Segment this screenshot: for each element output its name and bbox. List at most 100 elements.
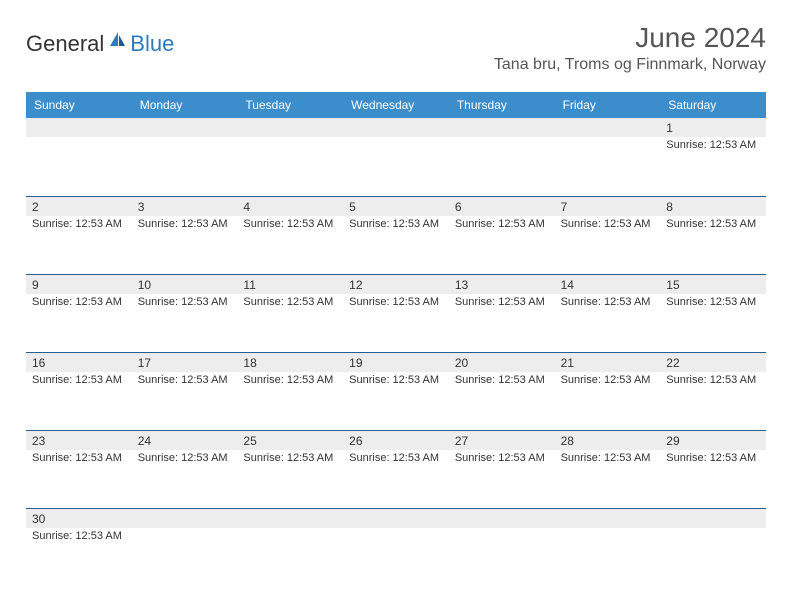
day-cell: 26Sunrise: 12:53 AM — [343, 431, 449, 508]
day-number — [555, 509, 661, 528]
day-cell: 13Sunrise: 12:53 AM — [449, 275, 555, 352]
day-number — [132, 509, 238, 528]
day-cell — [660, 509, 766, 586]
day-cell: 22Sunrise: 12:53 AM — [660, 353, 766, 430]
day-header-thursday: Thursday — [449, 92, 555, 118]
day-number: 4 — [237, 197, 343, 216]
day-cell: 3Sunrise: 12:53 AM — [132, 197, 238, 274]
sunrise-text: Sunrise: 12:53 AM — [660, 450, 766, 466]
sunrise-text: Sunrise: 12:53 AM — [660, 294, 766, 310]
week-row: 16Sunrise: 12:53 AM17Sunrise: 12:53 AM18… — [26, 352, 766, 430]
logo-text-blue: Blue — [130, 31, 174, 57]
day-number: 6 — [449, 197, 555, 216]
day-number: 20 — [449, 353, 555, 372]
day-header-wednesday: Wednesday — [343, 92, 449, 118]
sunrise-text: Sunrise: 12:53 AM — [26, 294, 132, 310]
sunrise-text: Sunrise: 12:53 AM — [26, 528, 132, 544]
month-title: June 2024 — [494, 22, 766, 54]
day-number: 17 — [132, 353, 238, 372]
sunrise-text: Sunrise: 12:53 AM — [26, 372, 132, 388]
sunrise-text: Sunrise: 12:53 AM — [449, 216, 555, 232]
logo-text-general: General — [26, 31, 104, 57]
day-header-friday: Friday — [555, 92, 661, 118]
sunrise-text: Sunrise: 12:53 AM — [555, 450, 661, 466]
day-number: 29 — [660, 431, 766, 450]
sunrise-text: Sunrise: 12:53 AM — [555, 294, 661, 310]
calendar-grid: Sunday Monday Tuesday Wednesday Thursday… — [26, 92, 766, 586]
day-number: 21 — [555, 353, 661, 372]
day-cell: 27Sunrise: 12:53 AM — [449, 431, 555, 508]
day-cell: 6Sunrise: 12:53 AM — [449, 197, 555, 274]
sunrise-text: Sunrise: 12:53 AM — [449, 294, 555, 310]
day-number: 3 — [132, 197, 238, 216]
day-cell — [343, 509, 449, 586]
day-number: 24 — [132, 431, 238, 450]
day-cell: 29Sunrise: 12:53 AM — [660, 431, 766, 508]
day-cell: 28Sunrise: 12:53 AM — [555, 431, 661, 508]
day-number — [237, 118, 343, 137]
sunrise-text: Sunrise: 12:53 AM — [343, 216, 449, 232]
day-cell — [555, 509, 661, 586]
sunrise-text: Sunrise: 12:53 AM — [343, 450, 449, 466]
sunrise-text: Sunrise: 12:53 AM — [343, 372, 449, 388]
day-number: 30 — [26, 509, 132, 528]
day-number — [660, 509, 766, 528]
week-row: 1Sunrise: 12:53 AM — [26, 118, 766, 196]
sunrise-text: Sunrise: 12:53 AM — [343, 294, 449, 310]
day-number: 19 — [343, 353, 449, 372]
day-number — [343, 509, 449, 528]
day-cell: 12Sunrise: 12:53 AM — [343, 275, 449, 352]
sunrise-text: Sunrise: 12:53 AM — [237, 216, 343, 232]
day-cell: 14Sunrise: 12:53 AM — [555, 275, 661, 352]
week-row: 2Sunrise: 12:53 AM3Sunrise: 12:53 AM4Sun… — [26, 196, 766, 274]
weeks-container: 1Sunrise: 12:53 AM2Sunrise: 12:53 AM3Sun… — [26, 118, 766, 586]
day-number — [449, 509, 555, 528]
day-header-sunday: Sunday — [26, 92, 132, 118]
day-cell: 30Sunrise: 12:53 AM — [26, 509, 132, 586]
calendar-page: General Blue June 2024 Tana bru, Troms o… — [0, 0, 792, 608]
day-number — [237, 509, 343, 528]
sunrise-text: Sunrise: 12:53 AM — [26, 450, 132, 466]
sunrise-text: Sunrise: 12:53 AM — [237, 294, 343, 310]
sunrise-text: Sunrise: 12:53 AM — [132, 372, 238, 388]
day-cell: 5Sunrise: 12:53 AM — [343, 197, 449, 274]
day-number: 8 — [660, 197, 766, 216]
day-number: 5 — [343, 197, 449, 216]
logo-sail-icon — [108, 28, 128, 54]
day-number: 15 — [660, 275, 766, 294]
day-cell: 17Sunrise: 12:53 AM — [132, 353, 238, 430]
day-cell: 16Sunrise: 12:53 AM — [26, 353, 132, 430]
day-number: 10 — [132, 275, 238, 294]
day-cell — [132, 118, 238, 196]
day-number: 28 — [555, 431, 661, 450]
day-cell: 7Sunrise: 12:53 AM — [555, 197, 661, 274]
sunrise-text: Sunrise: 12:53 AM — [449, 372, 555, 388]
day-header-saturday: Saturday — [660, 92, 766, 118]
sunrise-text: Sunrise: 12:53 AM — [660, 372, 766, 388]
sunrise-text: Sunrise: 12:53 AM — [132, 294, 238, 310]
day-cell: 9Sunrise: 12:53 AM — [26, 275, 132, 352]
day-number: 13 — [449, 275, 555, 294]
day-number — [449, 118, 555, 137]
day-number: 14 — [555, 275, 661, 294]
sunrise-text: Sunrise: 12:53 AM — [237, 372, 343, 388]
day-number: 2 — [26, 197, 132, 216]
sunrise-text: Sunrise: 12:53 AM — [26, 216, 132, 232]
day-cell — [449, 118, 555, 196]
day-cell: 1Sunrise: 12:53 AM — [660, 118, 766, 196]
day-header-tuesday: Tuesday — [237, 92, 343, 118]
day-number: 23 — [26, 431, 132, 450]
day-cell: 11Sunrise: 12:53 AM — [237, 275, 343, 352]
day-number: 12 — [343, 275, 449, 294]
day-headers-row: Sunday Monday Tuesday Wednesday Thursday… — [26, 92, 766, 118]
day-cell: 18Sunrise: 12:53 AM — [237, 353, 343, 430]
day-cell: 4Sunrise: 12:53 AM — [237, 197, 343, 274]
day-number — [132, 118, 238, 137]
day-number — [343, 118, 449, 137]
day-cell — [343, 118, 449, 196]
page-header: General Blue June 2024 Tana bru, Troms o… — [26, 22, 766, 74]
day-number: 18 — [237, 353, 343, 372]
day-cell: 8Sunrise: 12:53 AM — [660, 197, 766, 274]
sunrise-text: Sunrise: 12:53 AM — [660, 137, 766, 153]
day-cell — [237, 509, 343, 586]
